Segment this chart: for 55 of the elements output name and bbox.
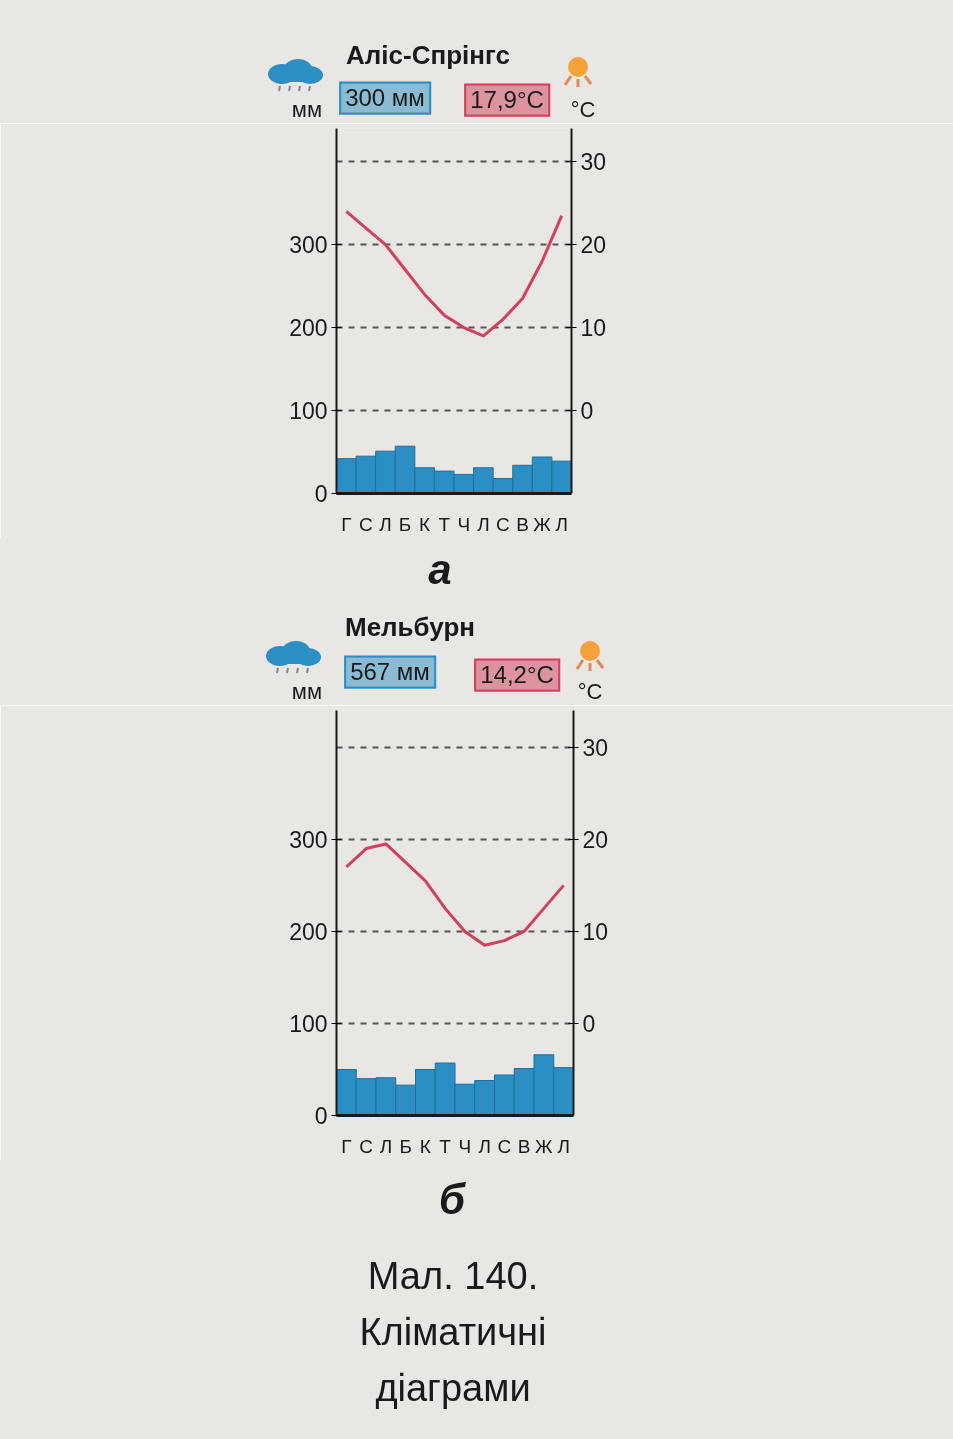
y-tick-label: 0	[314, 1103, 328, 1129]
x-tick-label: Г	[341, 513, 352, 535]
y-axis-title: мм	[291, 96, 322, 124]
chart-title: Аліс-Спрінгс	[346, 40, 510, 72]
line-series	[344, 209, 564, 338]
text: 300 мм	[339, 81, 431, 115]
x-tick-label: Ч	[458, 1135, 472, 1157]
x-tick-label: К	[419, 513, 431, 535]
text: а	[428, 544, 452, 595]
x-tick-label: В	[517, 1135, 531, 1157]
x-tick-label: Л	[478, 1135, 491, 1157]
y2-tick-label: 0	[582, 1010, 596, 1037]
x-tick-label: Л	[557, 1135, 570, 1157]
x-tick-label: С	[497, 1135, 512, 1157]
y-tick-label: 100	[289, 398, 328, 425]
x-tick-label: Л	[555, 513, 568, 535]
x-tick-label: Т	[438, 513, 451, 535]
line-series	[344, 842, 566, 947]
y-tick-label: 300	[289, 232, 328, 259]
y2-tick-label: 20	[582, 826, 609, 853]
text: Мал. 140. Кліматичні діаграми	[359, 1254, 547, 1411]
x-tick-label: С	[359, 513, 373, 535]
y-tick-label: 200	[289, 315, 328, 342]
y2-tick-label: 30	[582, 734, 609, 761]
x-tick-label: В	[516, 513, 529, 535]
y2-tick-label: 10	[582, 918, 609, 945]
x-tick-label: Ж	[533, 513, 552, 535]
x-tick-label: С	[359, 1135, 373, 1157]
x-tick-label: К	[419, 1135, 431, 1157]
y2-tick-label: 10	[580, 315, 607, 342]
y2-tick-label: 20	[580, 232, 607, 259]
x-tick-label: Л	[477, 513, 490, 535]
y2-tick-label: 0	[580, 398, 594, 425]
y-tick-label: 200	[289, 918, 328, 945]
text: б	[438, 1174, 466, 1225]
x-tick-label: Ч	[457, 513, 471, 535]
x-tick-label: Л	[379, 513, 392, 535]
text: 14,2°C	[474, 658, 560, 692]
x-tick-label: Л	[379, 1135, 393, 1157]
y-tick-label: 0	[314, 481, 328, 507]
y-axis-title: мм	[291, 678, 322, 706]
x-tick-label: Ж	[535, 1135, 554, 1157]
y-tick-label: 300	[289, 826, 328, 853]
x-tick-label: Г	[341, 1135, 352, 1157]
x-tick-label: С	[496, 513, 510, 535]
chart-title: Мельбурн	[344, 612, 476, 644]
text: 17,9°C	[464, 83, 550, 117]
y-tick-label: 100	[289, 1010, 328, 1037]
y2-tick-label: 30	[580, 149, 607, 176]
x-tick-label: Т	[439, 1135, 452, 1157]
x-tick-label: Б	[399, 1135, 412, 1157]
y2-axis-title: °C	[570, 96, 596, 124]
y2-axis-title: °C	[577, 678, 603, 706]
x-tick-label: Б	[398, 513, 412, 535]
text: 567 мм	[344, 655, 436, 689]
